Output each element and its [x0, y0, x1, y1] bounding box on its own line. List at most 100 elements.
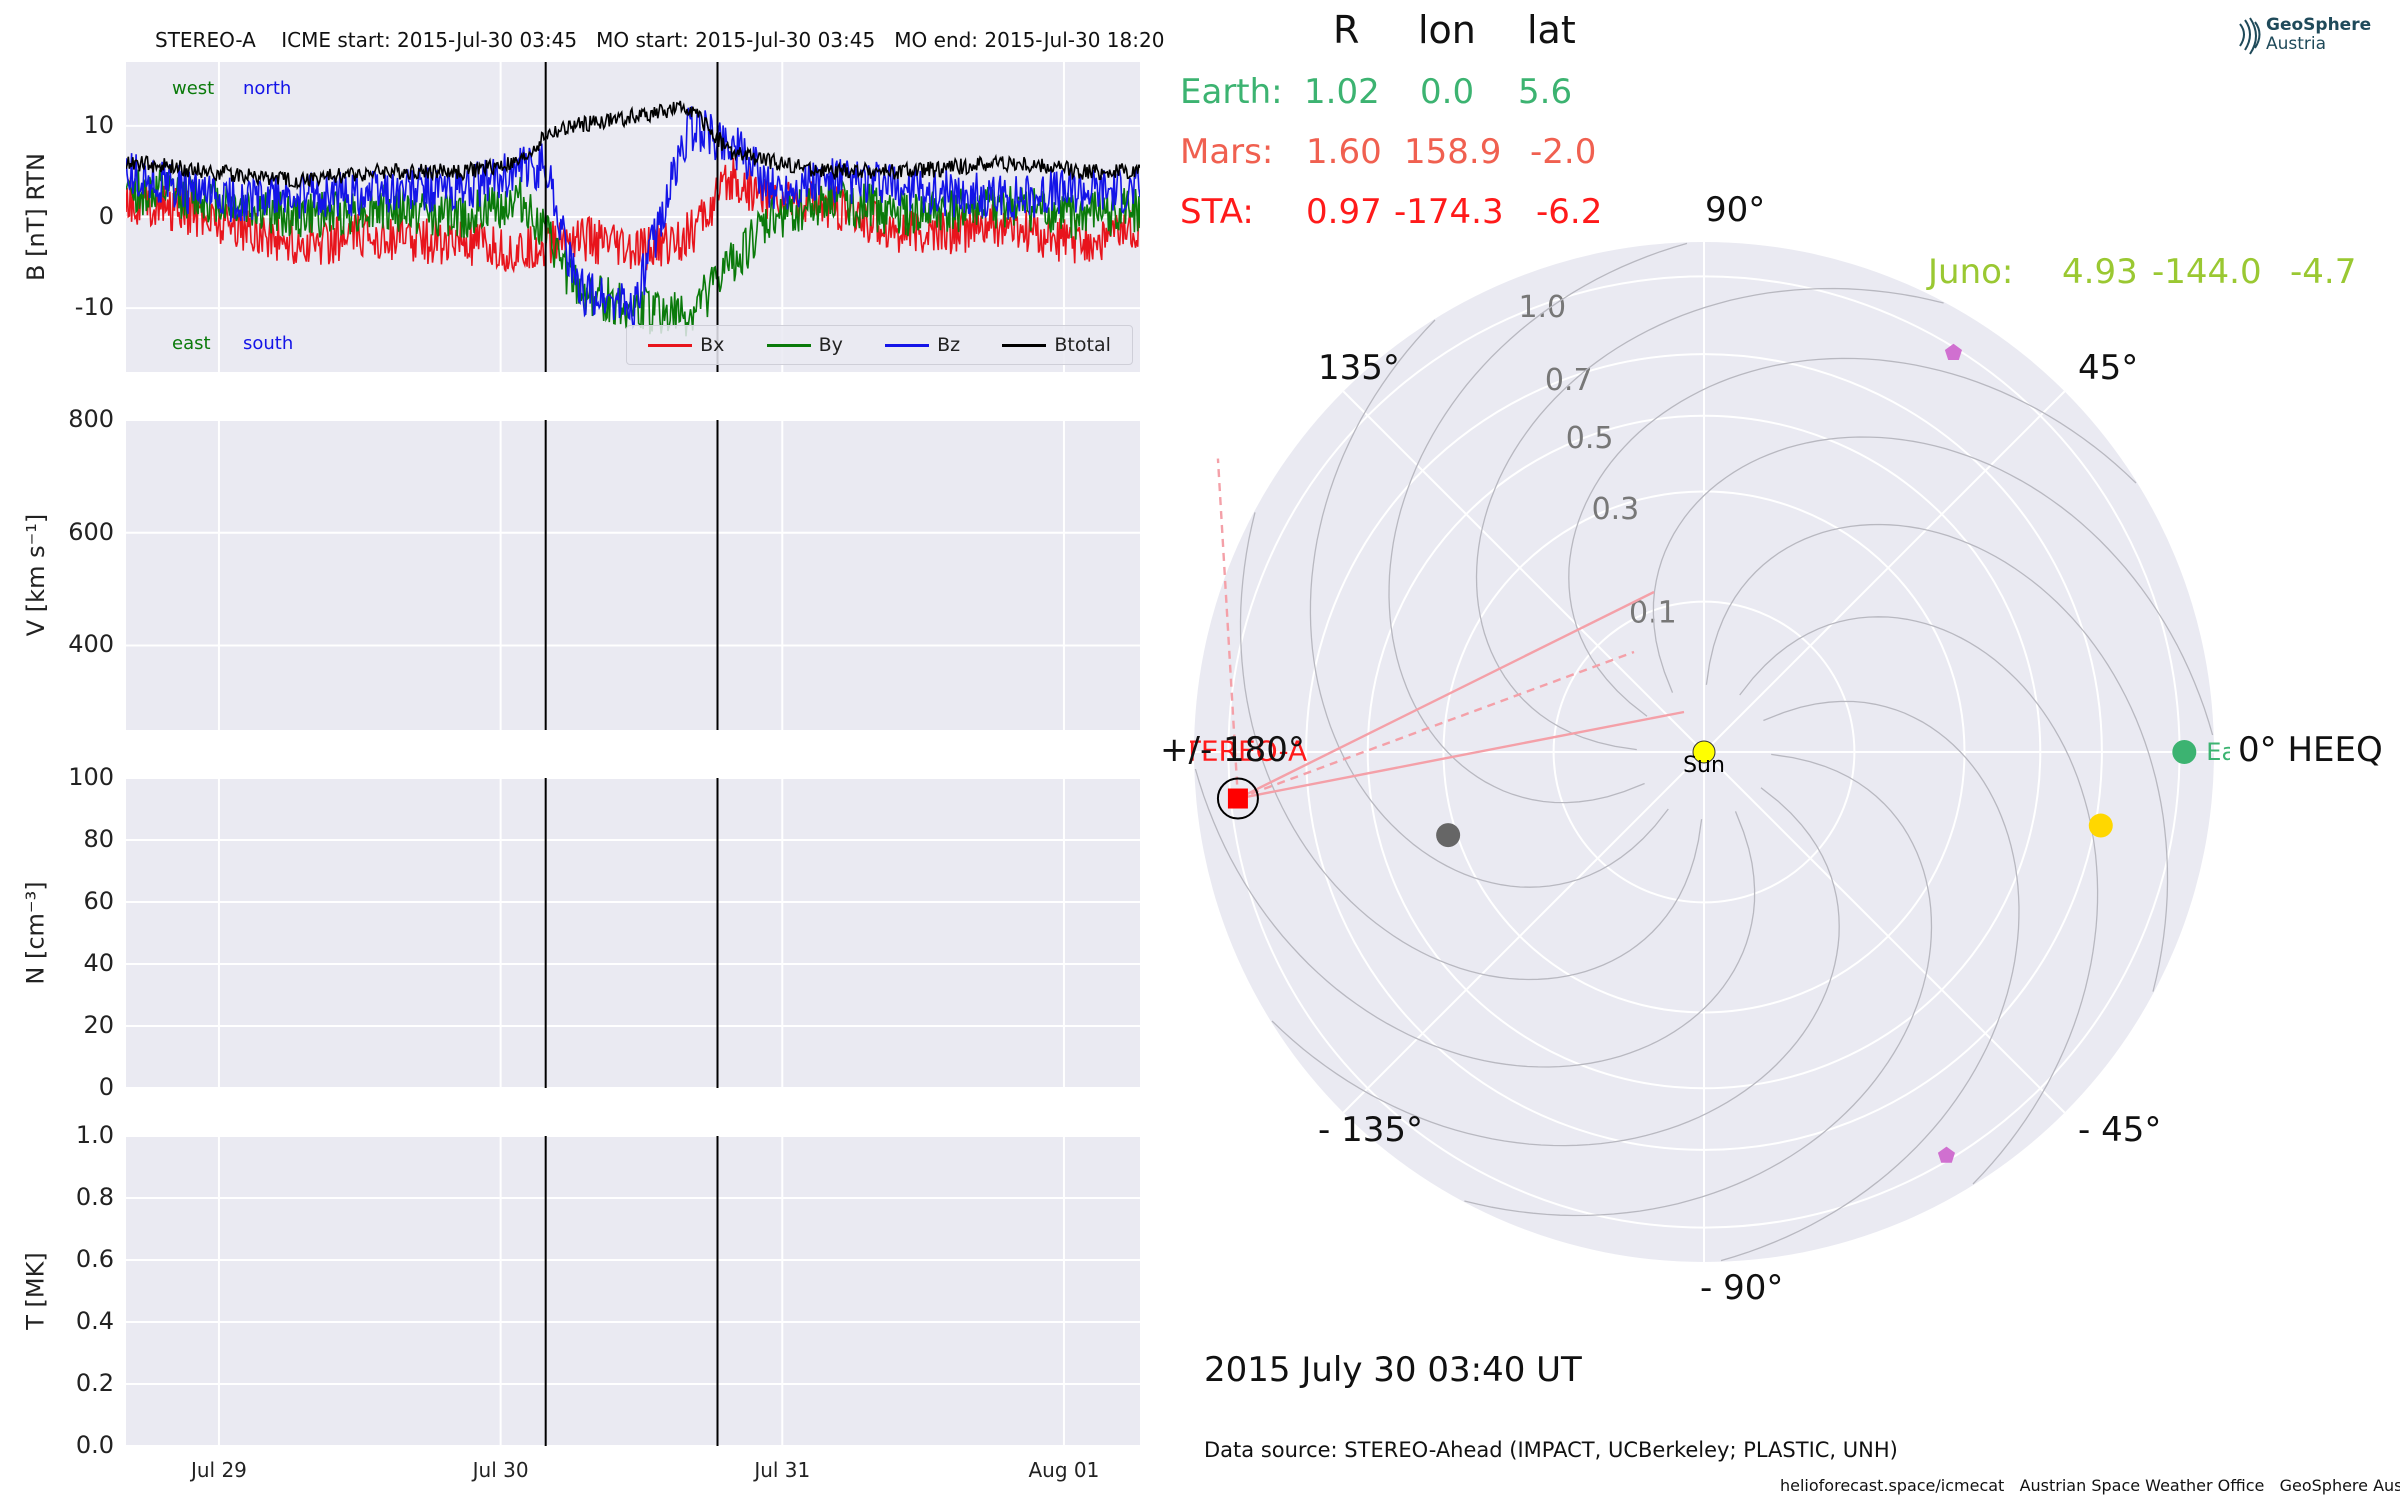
y-tick-label: 600 [68, 517, 114, 546]
plot-title: STEREO-A ICME start: 2015-Jul-30 03:45 M… [155, 28, 1165, 52]
spoke-225 [1342, 751, 1705, 1114]
legend-swatch-bx [648, 343, 693, 347]
legend-swatch-by [766, 343, 811, 347]
y-tick-label: 0.4 [75, 1307, 114, 1335]
y-tick-label: 1.0 [75, 1121, 114, 1149]
parker-spiral-7 [1388, 242, 1688, 804]
stereo-a-ring [1216, 777, 1259, 820]
y-tick-label: 0.2 [75, 1369, 114, 1397]
angle-label-90: 90° [1705, 190, 1766, 230]
legend-item-bz: Bz [885, 334, 960, 356]
logo-line-1: GeoSphere [2266, 15, 2372, 35]
parker-spiral-5 [1568, 357, 2137, 717]
sun-label: Sun [1683, 753, 1725, 778]
legend-item-by: By [766, 334, 843, 356]
angle-label-180: +/- 180° [1160, 730, 1305, 770]
positions-sta-lon: -174.3 [1394, 192, 1504, 232]
velocity-plot [126, 420, 1140, 730]
velocity-ylabel: V [km s⁻¹] [22, 513, 51, 637]
positions-juno-name: Juno: [1928, 252, 2014, 292]
positions-earth-lat: 5.6 [1518, 72, 1573, 112]
velocity-panel [126, 420, 1140, 730]
y-tick-label: 0 [98, 202, 114, 230]
y-tick-label: 10 [83, 110, 114, 139]
radial-label-4: 1.0 [1518, 290, 1566, 325]
planet-marker-5 [1944, 343, 1962, 360]
parker-spiral-9 [1239, 512, 1703, 981]
y-tick-label: 100 [68, 763, 114, 791]
angle-label-minus-90: - 90° [1700, 1268, 1784, 1308]
temperature-plot [126, 1136, 1140, 1446]
parker-spiral-2 [1739, 616, 2099, 1185]
positions-juno-r: 4.93 [2062, 252, 2138, 292]
x-tick-label-1: Jul 30 [472, 1458, 529, 1482]
planet-marker-4 [1436, 823, 1461, 848]
y-tick-label: 60 [83, 887, 114, 915]
y-tick-label: 0.0 [75, 1431, 114, 1459]
y-tick-label: 0 [98, 1073, 114, 1101]
angle-label-0-heeq: 0° HEEQ [2238, 730, 2383, 770]
spoke-315 [1703, 751, 2066, 1114]
angle-label-minus-135: - 135° [1318, 1110, 1423, 1150]
b-field-panel [126, 62, 1140, 372]
spoke-135 [1342, 390, 1705, 753]
positions-earth-r: 1.02 [1304, 72, 1380, 112]
credits: helioforecast.space/icmecat Austrian Spa… [1780, 1476, 2400, 1495]
sun-marker [1692, 740, 1716, 764]
radial-label-2: 0.5 [1566, 421, 1614, 456]
spoke-45 [1703, 390, 2066, 753]
legend-swatch-btotal [1002, 343, 1047, 347]
parker-spiral-3 [1705, 523, 2169, 992]
stereo-a-marker [1227, 788, 1248, 809]
positions-sta-r: 0.97 [1306, 192, 1382, 232]
positions-header-r: R [1333, 8, 1360, 52]
sta-view-ray-1 [1237, 590, 1655, 800]
positions-header-lon: lon [1418, 8, 1476, 52]
positions-juno-lon: -144.0 [2152, 252, 2262, 292]
parker-spiral-1 [1720, 700, 2020, 1262]
legend-item-btotal: Btotal [1002, 334, 1111, 356]
earth-marker [2172, 740, 2197, 764]
planet-marker-3 [2088, 813, 2113, 838]
geosphere-logo-icon [2239, 17, 2261, 55]
logo-line-2: Austria [2266, 34, 2327, 54]
series-btotal-line [126, 100, 1140, 191]
parker-spiral-8 [1309, 319, 1669, 888]
sta-view-ray-3 [1216, 458, 1240, 799]
positions-mars-r: 1.60 [1306, 132, 1382, 172]
earth-label: Earth [2206, 738, 2230, 766]
y-tick-label: 400 [68, 630, 114, 659]
y-tick-label: 0.6 [75, 1245, 114, 1273]
corner-label-south: south [243, 333, 294, 354]
b-field-legend: Bx By Bz Btotal [626, 325, 1133, 365]
parker-spiral-11 [1271, 787, 1840, 1147]
polar-orbit-plot: 0.10.30.50.71.0SunEarthSTEREO-A [1190, 242, 2230, 1262]
corner-label-east: east [172, 333, 211, 354]
positions-sta-name: STA: [1180, 192, 1254, 232]
snapshot-date: 2015 July 30 03:40 UT [1204, 1350, 1582, 1390]
parker-spiral-6 [1475, 287, 1944, 751]
radial-label-3: 0.7 [1545, 363, 1593, 398]
data-source: Data source: STEREO-Ahead (IMPACT, UCBer… [1204, 1438, 1898, 1462]
positions-mars-lat: -2.0 [1530, 132, 1597, 172]
y-tick-label: 40 [83, 949, 114, 977]
positions-sta-lat: -6.2 [1536, 192, 1603, 232]
x-tick-label-3: Aug 01 [1028, 1458, 1100, 1482]
density-panel [126, 778, 1140, 1088]
density-plot [126, 778, 1140, 1088]
y-tick-label: -10 [74, 293, 114, 322]
angle-label-45: 45° [2078, 348, 2139, 388]
x-tick-label-2: Jul 31 [754, 1458, 811, 1482]
series-bx-line [126, 157, 1140, 274]
parker-spiral-4 [1652, 436, 2214, 736]
corner-label-north: north [243, 78, 292, 99]
positions-header-lat: lat [1527, 8, 1576, 52]
angle-label-minus-45: - 45° [2078, 1110, 2162, 1150]
legend-item-bx: Bx [648, 334, 724, 356]
parker-spiral-0 [1464, 753, 1933, 1217]
y-tick-label: 0.8 [75, 1183, 114, 1211]
parker-spiral-10 [1194, 768, 1756, 1068]
y-tick-label: 20 [83, 1011, 114, 1039]
y-tick-label: 80 [83, 825, 114, 853]
legend-swatch-bz [885, 343, 930, 347]
